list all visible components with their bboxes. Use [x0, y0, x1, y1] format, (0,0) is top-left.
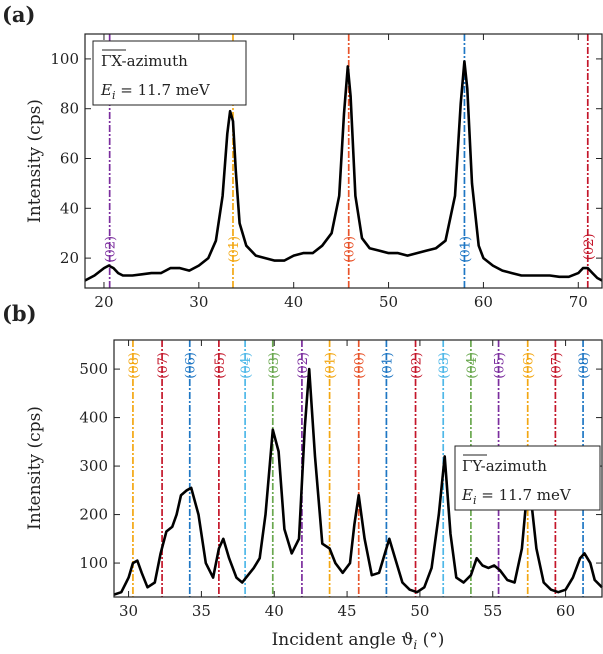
panel-b-peak-label: (08): [127, 352, 142, 379]
panel-a-legend: ΓX-azimuth Ei = 11.7 meV: [92, 40, 247, 106]
panel-a-x-tick-label: 60: [474, 293, 493, 311]
panel-b-peak-labels: (08) (07) (06) (05) (04) (03) (02) (01) (00) (01)…: [127, 352, 592, 379]
panel-a-y-tick-label: 60: [60, 150, 79, 168]
panel-a-peak-label: (01): [227, 236, 242, 263]
panel-b-x-tick-label: 60: [556, 602, 575, 620]
panel-a-y-tick-label: 20: [60, 249, 79, 267]
panel-b-peak-label: (06): [522, 352, 537, 379]
panel-a-peak-label: (01): [458, 236, 473, 263]
panel-b-legend: ΓY-azimuth Ei = 11.7 meV: [454, 445, 601, 511]
panel-b-x-tick-label: 55: [483, 602, 502, 620]
panel-b-y-tick-label: 200: [79, 506, 108, 524]
panel-b-legend-line1: ΓY-azimuth: [462, 457, 547, 475]
panel-a-x-tick-label: 40: [284, 293, 303, 311]
panel-a-y-tick-label: 100: [50, 50, 79, 68]
panel-b-peak-label: (04): [239, 352, 254, 379]
panel-a-peak-label: (02): [104, 236, 119, 263]
panel-b-peak-label: (01): [324, 352, 339, 379]
panel-a-legend-value: = 11.7 meV: [115, 81, 210, 99]
panel-a-legend-subscript: i: [112, 89, 116, 102]
panel-b-y-axis-label: Intensity (cps): [25, 406, 45, 530]
panel-b-legend-symbol: E: [461, 486, 473, 504]
panel-b-peak-label: (04): [465, 352, 480, 379]
panel-a-legend-box: [92, 40, 247, 106]
panel-b-x-axis-label-subscript: i: [413, 638, 417, 652]
panel-a-x-tick-label: 30: [189, 293, 208, 311]
panel-b-peak-label: (06): [184, 352, 199, 379]
panel-b-legend-subscript: i: [473, 494, 477, 507]
panel-b-peak-label: (05): [493, 352, 508, 379]
panel-a-peak-label: (00): [343, 236, 358, 263]
panel-b-legend-line2: Ei = 11.7 meV: [461, 486, 572, 507]
panel-a-intensity-curve: [84, 60, 603, 282]
panel-a-x-tick-label: 70: [569, 293, 588, 311]
panel-b-peak-label: (08): [577, 352, 592, 379]
panel-b-x-axis-label-main: Incident angle ϑ: [272, 630, 414, 650]
panel-a-legend-line2: Ei = 11.7 meV: [100, 81, 211, 102]
panel-a-x-tick-label: 50: [379, 293, 398, 311]
panel-b-y-tick-label: 500: [79, 360, 108, 378]
panel-b-x-ticks: 30 35 40 45 50 55 60: [119, 340, 575, 620]
panel-b-peak-label: (07): [156, 352, 171, 379]
panel-b-y-tick-label: 400: [79, 409, 108, 427]
panel-b-peak-label: (05): [213, 352, 228, 379]
panel-b-y-tick-label: 300: [79, 457, 108, 475]
panel-a-peak-labels: (02) (01) (00) (01) (02): [104, 233, 597, 262]
panel-b-peak-label: (01): [380, 352, 395, 379]
panel-b-x-tick-label: 45: [338, 602, 357, 620]
panel-b-peak-label: (02): [296, 352, 311, 379]
panel-b-legend-value: = 11.7 meV: [476, 486, 571, 504]
panel-a-peak-label: (02): [582, 233, 597, 260]
panel-a-y-ticks: 20 40 60 80 100: [50, 50, 602, 267]
panel-b-label: (b): [2, 301, 37, 326]
panel-b: (b) (08) (07) (06) (05) (04) (03) (02) (01) (00)…: [2, 301, 603, 652]
panel-a-label: (a): [2, 2, 35, 27]
panel-a-y-tick-label: 40: [60, 199, 79, 217]
panel-b-peak-label: (03): [437, 352, 452, 379]
panel-b-y-ticks: 100 200 300 400 500: [79, 360, 602, 572]
panel-b-x-tick-label: 35: [192, 602, 211, 620]
panel-a-y-axis-label: Intensity (cps): [25, 99, 45, 223]
panel-b-y-tick-label: 100: [79, 554, 108, 572]
panel-b-x-tick-label: 40: [265, 602, 284, 620]
panel-b-x-tick-label: 50: [410, 602, 429, 620]
panel-a-x-tick-label: 20: [94, 293, 113, 311]
panel-b-peak-label: (03): [267, 352, 282, 379]
panel-a-x-ticks: 20 30 40 50 60 70: [94, 34, 588, 311]
panel-b-peak-label: (02): [410, 352, 425, 379]
panel-b-peak-label: (07): [549, 352, 564, 379]
panel-a-legend-symbol: E: [100, 81, 112, 99]
panel-b-intensity-curve: [113, 367, 603, 596]
panel-a-legend-line1: ΓX-azimuth: [101, 52, 188, 70]
panel-a-y-tick-label: 80: [60, 100, 79, 118]
panel-a: (a) (02) (01) (00) (01) (02) 20 30 40 50 60 70 20…: [2, 2, 603, 311]
panel-b-x-axis-label-unit: (°): [417, 630, 444, 650]
panel-b-x-axis-label: Incident angle ϑi (°): [272, 630, 445, 652]
panel-b-peak-label: (00): [353, 352, 368, 379]
panel-b-reference-lines: [132, 340, 584, 597]
panel-b-legend-box: [454, 445, 601, 511]
panel-a-frame: [84, 33, 603, 289]
panel-b-x-tick-label: 30: [119, 602, 138, 620]
panel-b-frame: [113, 339, 603, 598]
